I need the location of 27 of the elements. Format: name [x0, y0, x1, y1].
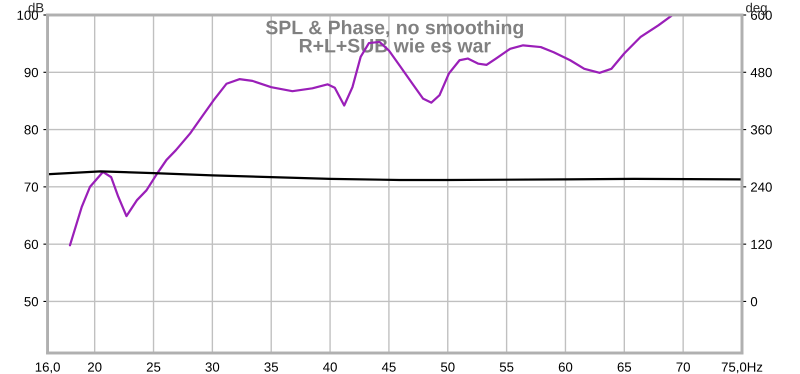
y2-tick-label: 0	[750, 297, 758, 306]
y-tick-label: 70	[24, 182, 38, 192]
x-tick-label: 70	[676, 362, 690, 372]
x-tick-label: 50	[440, 362, 455, 372]
x-tick-label: 60	[558, 362, 572, 372]
y-tick-label: 50	[24, 297, 38, 306]
y-axis-title: dB	[28, 2, 44, 12]
line-series	[68, 15, 674, 246]
x-tick-label: 25	[146, 362, 160, 372]
y-tick-label: 100	[18, 10, 38, 20]
y-tick-label: 80	[24, 125, 38, 134]
x-tick-label: 75,0Hz	[722, 362, 762, 374]
y-tick-label: 60	[24, 240, 38, 250]
x-tick-label: 40	[323, 362, 337, 372]
x-tick-label: 20	[88, 362, 102, 372]
x-tick-label: 65	[618, 362, 632, 372]
x-tick-label: 55	[500, 362, 514, 372]
y-tick-label: 90	[24, 68, 38, 78]
y2-tick-label: 360	[750, 125, 772, 134]
x-tick-label: 45	[382, 362, 396, 372]
x-tick-label: 35	[264, 362, 278, 372]
line-series	[48, 170, 742, 182]
y2-tick-label: 480	[750, 68, 772, 78]
y2-tick-label: 240	[750, 182, 772, 192]
x-tick-label: 16,0	[36, 362, 60, 374]
x-tick-label: 30	[206, 362, 220, 372]
y2-tick-label: 120	[751, 240, 772, 250]
